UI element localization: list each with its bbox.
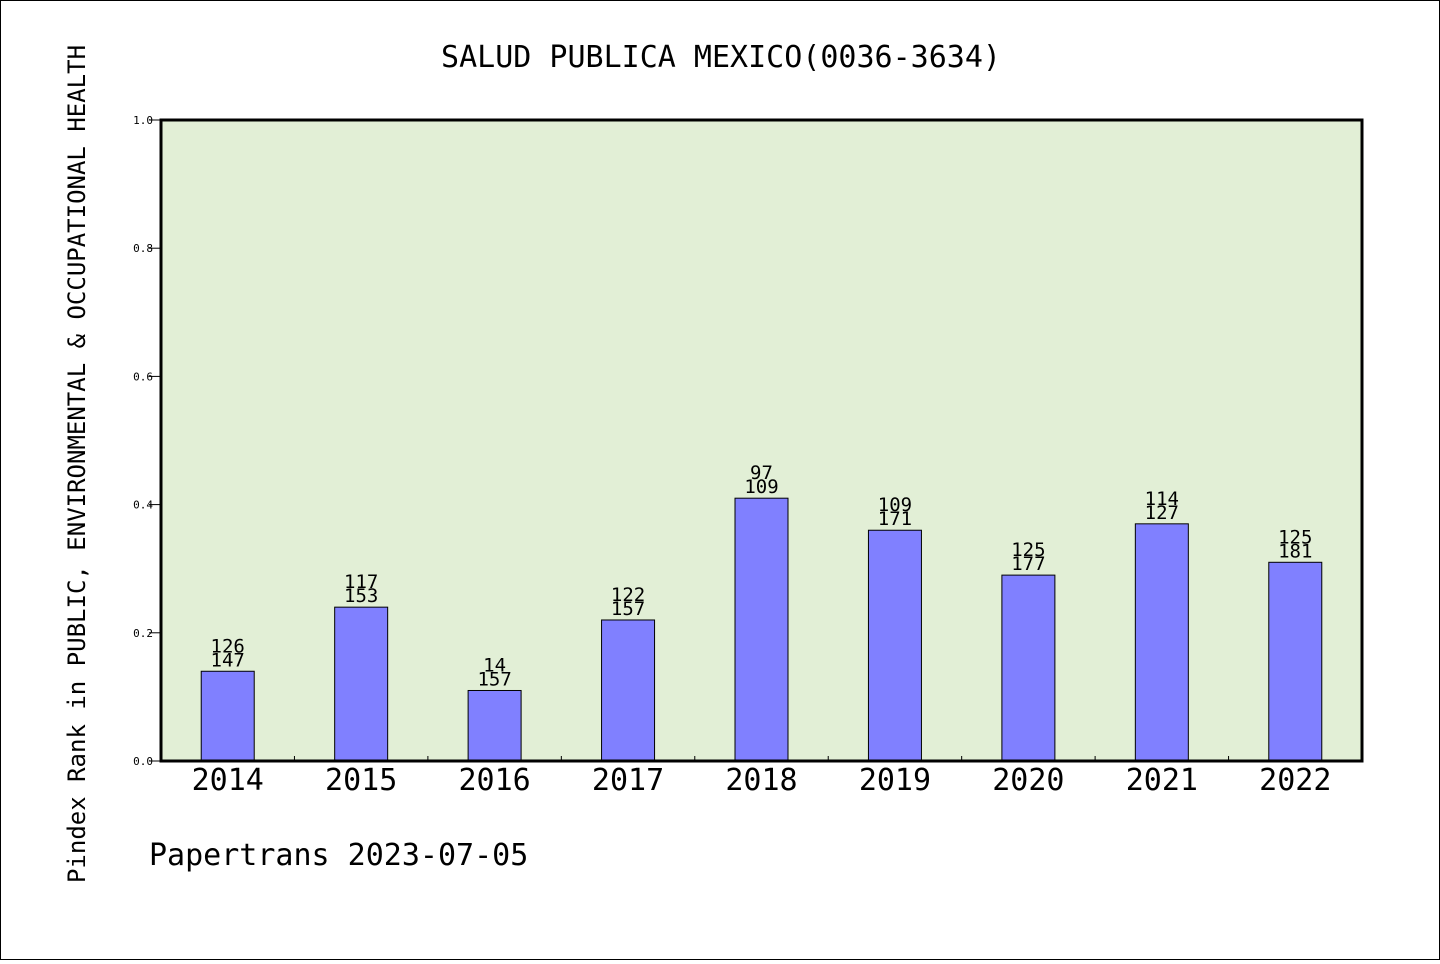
y-tick-label: 0.6 [133, 370, 153, 383]
x-axis: 2014 2015 2016 2017 2018 2019 2020 2021 2022 [192, 756, 1331, 798]
bar-2019 [867, 529, 922, 762]
total-label: 181 [1278, 540, 1312, 562]
x-tick-label: 2021 [1126, 763, 1198, 798]
bar-2018 [734, 497, 789, 762]
x-tick-label: 2015 [325, 763, 397, 798]
total-label: 109 [744, 476, 778, 498]
x-tick-label: 2020 [992, 763, 1064, 798]
total-label: 157 [611, 598, 645, 620]
y-tick-label: 1.0 [133, 114, 153, 127]
bar-2021 [1134, 523, 1189, 762]
rank-label: 122 [611, 584, 645, 606]
footer-credit: Papertrans 2023-07-05 [149, 838, 528, 873]
x-tick-label: 2016 [458, 763, 530, 798]
total-label: 147 [211, 649, 245, 671]
rank-label: 125 [1011, 539, 1045, 561]
y-tick-label: 0.2 [133, 627, 153, 640]
total-label: 177 [1011, 553, 1045, 575]
rank-label: 109 [878, 494, 912, 516]
rank-label: 114 [1145, 488, 1179, 510]
x-tick-label: 2014 [192, 763, 264, 798]
bar-2016 [467, 689, 522, 762]
total-label: 171 [878, 508, 912, 530]
y-axis-label: Pindex Rank in PUBLIC, ENVIRONMENTAL & O… [63, 45, 91, 883]
y-tick-label: 0.8 [133, 242, 153, 255]
chart-title: SALUD PUBLICA MEXICO(0036-3634) [441, 40, 1001, 75]
bar-2014 [200, 670, 255, 762]
bars-group [200, 497, 1323, 762]
rank-label: 14 [483, 654, 506, 676]
total-label: 153 [344, 585, 378, 607]
bar-2015 [334, 606, 389, 762]
rank-label: 97 [750, 462, 773, 484]
data-labels-group: 1261471171531415712215797109109171125177… [211, 462, 1313, 690]
x-tick-label: 2019 [859, 763, 931, 798]
y-tick-label: 0.4 [133, 499, 153, 512]
total-label: 127 [1145, 502, 1179, 524]
y-axis: 0.0 0.2 0.4 0.6 0.8 1.0 [133, 114, 161, 768]
total-label: 157 [477, 668, 511, 690]
bar-2017 [601, 619, 656, 762]
x-tick-label: 2017 [592, 763, 664, 798]
plot-border [159, 118, 1364, 763]
x-tick-label: 2022 [1259, 763, 1331, 798]
rank-label: 126 [211, 635, 245, 657]
y-tick-label: 0.0 [133, 755, 153, 768]
rank-label: 125 [1278, 526, 1312, 548]
x-tick-label: 2018 [725, 763, 797, 798]
bar-2022 [1268, 561, 1323, 762]
bar-2020 [1001, 574, 1056, 762]
rank-label: 117 [344, 571, 378, 593]
